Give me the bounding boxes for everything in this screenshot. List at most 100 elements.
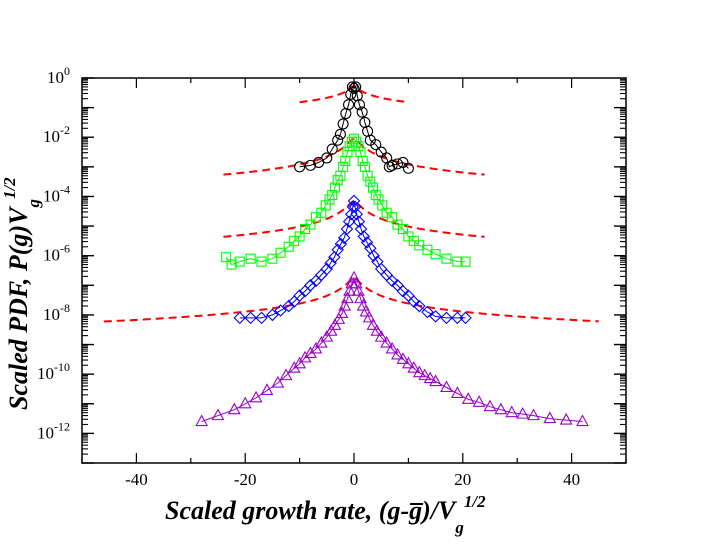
data-point: [418, 368, 432, 381]
data-point: [429, 374, 443, 387]
data-point: [279, 368, 293, 381]
data-point: [362, 170, 373, 181]
data-point: [413, 299, 426, 313]
data-point: [360, 236, 374, 249]
y-tick-label: 10-6: [43, 242, 70, 265]
y-tick-label: 10-12: [37, 419, 70, 442]
data-point: [397, 223, 409, 235]
data-point: [374, 329, 388, 342]
data-point: [195, 414, 209, 427]
data-point: [274, 304, 287, 317]
data-point: [244, 311, 257, 325]
y-axis-title: Scaled PDF, P(g)Vg 1/2: [0, 177, 43, 410]
data-point: [335, 306, 349, 318]
data-point: [328, 318, 342, 330]
data-point: [346, 81, 358, 93]
data-point: [249, 390, 263, 403]
data-point: [304, 346, 317, 358]
data-point: [329, 182, 341, 193]
data-point: [451, 311, 464, 325]
data-point: [351, 90, 363, 102]
data-point: [353, 99, 365, 111]
data-point: [343, 99, 355, 111]
y-tick-exponent: 0: [64, 64, 70, 78]
data-point: [370, 324, 384, 336]
data-point: [380, 335, 394, 348]
data-point: [407, 295, 421, 308]
data-point: [324, 256, 337, 270]
data-point: [321, 152, 333, 164]
data-point: [320, 200, 331, 211]
data-point: [334, 128, 346, 140]
data-point: [516, 406, 530, 419]
data-point: [460, 256, 471, 267]
data-point: [450, 386, 464, 398]
data-point: [271, 375, 285, 388]
y-axis-title-main: Scaled PDF, P(g)V: [4, 205, 33, 410]
y-tick-base: 10: [37, 364, 54, 383]
data-point: [367, 249, 380, 262]
data-point: [354, 291, 367, 304]
data-point: [348, 200, 362, 214]
data-point: [359, 304, 373, 317]
data-point: [441, 253, 452, 264]
y-tick-label: 10-10: [37, 360, 70, 383]
y-tick-label: 100: [47, 64, 70, 87]
x-tick-label: 0: [350, 470, 359, 489]
data-point: [260, 383, 274, 395]
data-point: [505, 405, 519, 418]
y-axis-title-group: Scaled PDF, P(g)Vg 1/2: [0, 177, 43, 410]
data-point: [347, 194, 361, 208]
data-point: [452, 256, 463, 267]
data-point: [440, 380, 453, 393]
data-point: [352, 215, 366, 228]
data-point: [326, 143, 338, 155]
y-tick-base: 10: [43, 186, 60, 205]
data-point: [294, 231, 305, 242]
data-point: [385, 274, 399, 288]
x-axis-title-sup: 1/2: [464, 492, 486, 511]
fit-curve: [223, 199, 485, 238]
data-point: [357, 230, 371, 243]
data-point: [226, 259, 237, 270]
data-point: [255, 311, 268, 325]
data-point: [385, 341, 399, 354]
data-point: [396, 284, 410, 298]
x-axis-title-sub: g: [454, 518, 464, 537]
data-point: [559, 412, 573, 425]
data-point: [293, 356, 307, 369]
data-point: [282, 299, 295, 313]
series-layer: [195, 81, 589, 427]
series-line: [201, 276, 583, 422]
data-point: [334, 237, 348, 251]
data-point: [576, 414, 589, 427]
data-point: [350, 81, 362, 93]
data-point: [391, 158, 404, 170]
data-point: [211, 408, 225, 421]
x-axis-title: Scaled growth rate, (g-g̅)/Vg1/2: [165, 492, 486, 537]
data-point: [459, 311, 472, 325]
y-tick-base: 10: [37, 423, 54, 442]
data-point: [527, 408, 540, 421]
data-point: [287, 361, 301, 373]
data-point: [353, 141, 364, 152]
data-point: [332, 312, 346, 324]
data-point: [338, 161, 349, 172]
data-point: [341, 291, 354, 304]
data-point: [305, 219, 316, 230]
data-point: [365, 176, 376, 187]
data-point: [402, 162, 414, 174]
data-point: [423, 371, 437, 384]
data-point: [494, 402, 508, 415]
data-point: [407, 361, 421, 373]
data-point: [324, 324, 338, 336]
data-point: [429, 310, 442, 323]
data-point: [267, 253, 278, 264]
y-axis-title-sub: g: [24, 199, 43, 209]
data-point: [396, 352, 410, 364]
x-tick-label: 20: [454, 470, 471, 489]
data-point: [338, 298, 352, 311]
y-tick-label: 10-2: [43, 123, 70, 146]
